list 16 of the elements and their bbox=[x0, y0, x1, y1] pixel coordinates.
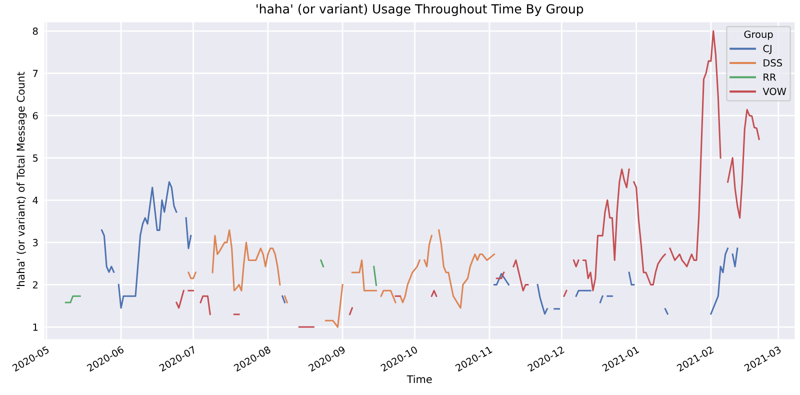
y-tick-label: 1 bbox=[33, 324, 38, 331]
legend-label: CJ bbox=[763, 44, 772, 54]
y-tick-label: 4 bbox=[32, 196, 38, 204]
legend-label: DSS bbox=[764, 59, 782, 67]
legend-label: RR bbox=[764, 74, 776, 81]
y-tick-label: 8 bbox=[32, 28, 38, 35]
chart-title: 'haha' (or variant) Usage Throughout Time By Group bbox=[256, 4, 584, 16]
x-axis-title: Time bbox=[406, 375, 432, 384]
y-axis-title: 'haha' (or variant) of Total Message Count bbox=[16, 72, 27, 289]
y-tick-label: 6 bbox=[32, 112, 38, 120]
y-tick-label: 7 bbox=[33, 70, 38, 78]
legend-label: VOW bbox=[762, 88, 786, 96]
y-tick-label: 2 bbox=[32, 281, 38, 288]
y-tick-label: 3 bbox=[33, 238, 38, 246]
y-tick-label: 5 bbox=[33, 154, 38, 162]
legend-title: Group bbox=[744, 30, 773, 40]
